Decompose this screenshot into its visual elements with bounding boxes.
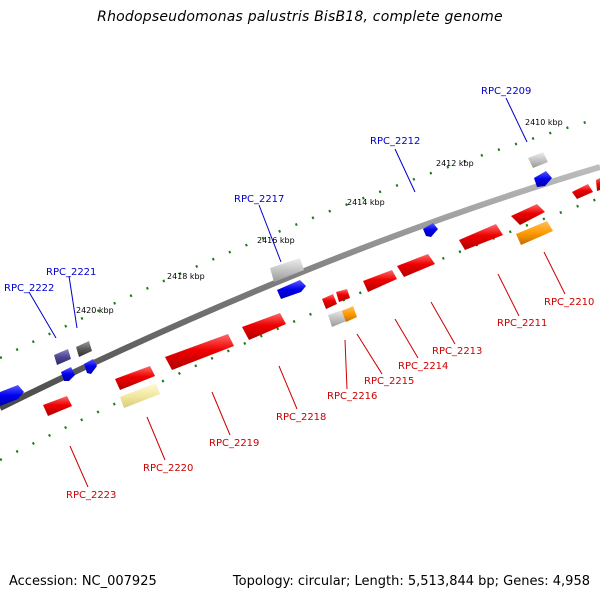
gene-label[interactable]: RPC_2219 xyxy=(209,438,259,449)
gene-rpc-2222-top[interactable] xyxy=(54,349,71,365)
gene-label[interactable]: RPC_2221 xyxy=(46,267,96,278)
leader-rpc-2210 xyxy=(543,251,566,295)
gene-label[interactable]: RPC_2220 xyxy=(143,463,193,474)
gene-rpc-2216-b[interactable] xyxy=(336,289,350,302)
genome-title: Rhodopseudomonas palustris BisB18, compl… xyxy=(97,9,503,25)
scale-label: 2414 kbp xyxy=(347,198,385,207)
gene-rpc-2218[interactable] xyxy=(242,313,286,340)
gene-label[interactable]: RPC_2212 xyxy=(370,136,420,147)
gene-rpc-2216-orange[interactable] xyxy=(342,306,357,322)
scale-label: 2412 kbp xyxy=(436,159,474,168)
leader-rpc-2222 xyxy=(28,291,57,339)
gene-rpc-2212[interactable] xyxy=(423,223,438,237)
gene-features xyxy=(0,152,600,416)
leader-rpc-2223 xyxy=(69,445,89,488)
gene-rpc-2219[interactable] xyxy=(165,334,234,370)
gene-rpc-2221-top[interactable] xyxy=(76,341,92,357)
gene-rpc-2220-red[interactable] xyxy=(115,366,155,390)
gene-rpc-2217-arrow[interactable] xyxy=(277,280,306,299)
leader-rpc-2218 xyxy=(278,365,298,410)
gene-rpc-2211[interactable] xyxy=(511,204,545,225)
gene-label[interactable]: RPC_2209 xyxy=(481,86,531,97)
gene-rpc-2221-arrow[interactable] xyxy=(84,359,97,374)
scale-label: 2416 kbp xyxy=(257,236,295,245)
gene-rpc-2209-top[interactable] xyxy=(528,152,548,168)
leader-rpc-2212 xyxy=(394,148,416,193)
gene-label[interactable]: RPC_2218 xyxy=(276,412,326,423)
gene-label[interactable]: RPC_2222 xyxy=(4,283,54,294)
gene-rpc-2216-a[interactable] xyxy=(322,294,337,309)
leader-rpc-2219 xyxy=(211,391,231,436)
gene-left-edge-arrow[interactable] xyxy=(0,385,24,406)
gene-label[interactable]: RPC_2210 xyxy=(544,297,594,308)
gene-label[interactable]: RPC_2215 xyxy=(364,376,414,387)
leader-rpc-2217 xyxy=(258,204,282,263)
leader-rpc-2216 xyxy=(344,339,348,390)
gene-rpc-2213[interactable] xyxy=(459,224,503,250)
gene-label[interactable]: RPC_2213 xyxy=(432,346,482,357)
genome-summary: Topology: circular; Length: 5,513,844 bp… xyxy=(232,574,590,589)
gene-rpc-2209-arrow[interactable] xyxy=(534,171,552,187)
leader-rpc-2215 xyxy=(356,333,383,375)
gene-right-edge[interactable] xyxy=(596,178,600,191)
accession-label: Accession: NC_007925 xyxy=(9,574,157,589)
scale-labels: 2410 kbp 2412 kbp 2414 kbp 2416 kbp 2418… xyxy=(76,118,563,315)
gene-right-edge-2[interactable] xyxy=(572,184,593,199)
leader-rpc-2213 xyxy=(430,301,456,345)
gene-rpc-2217-top[interactable] xyxy=(270,258,304,282)
gene-rpc-2210[interactable] xyxy=(516,221,553,245)
gene-label[interactable]: RPC_2211 xyxy=(497,318,547,329)
leader-rpc-2211 xyxy=(497,273,520,317)
scale-ticks xyxy=(0,116,600,462)
gene-rpc-2214[interactable] xyxy=(397,254,435,277)
gene-rpc-2222-arrow[interactable] xyxy=(61,367,75,381)
gene-rpc-2220-yellow[interactable] xyxy=(120,383,160,408)
gene-rpc-2223[interactable] xyxy=(43,396,72,416)
gene-label[interactable]: RPC_2216 xyxy=(327,391,377,402)
scale-label: 2420 kbp xyxy=(76,306,114,315)
gene-rpc-2215-red[interactable] xyxy=(363,270,397,292)
leader-rpc-2220 xyxy=(146,416,166,461)
leader-rpc-2214 xyxy=(394,318,419,359)
gene-label[interactable]: RPC_2214 xyxy=(398,361,448,372)
leader-rpc-2209 xyxy=(505,97,528,143)
reverse-tick-track xyxy=(0,196,600,462)
scale-label: 2418 kbp xyxy=(167,272,205,281)
gene-label[interactable]: RPC_2217 xyxy=(234,194,284,205)
gene-label[interactable]: RPC_2223 xyxy=(66,490,116,501)
scale-label: 2410 kbp xyxy=(525,118,563,127)
gene-leader-lines xyxy=(28,97,566,488)
gene-labels: RPC_2209 RPC_2212 RPC_2217 RPC_2221 RPC_… xyxy=(4,86,594,501)
leader-rpc-2221 xyxy=(68,275,78,329)
